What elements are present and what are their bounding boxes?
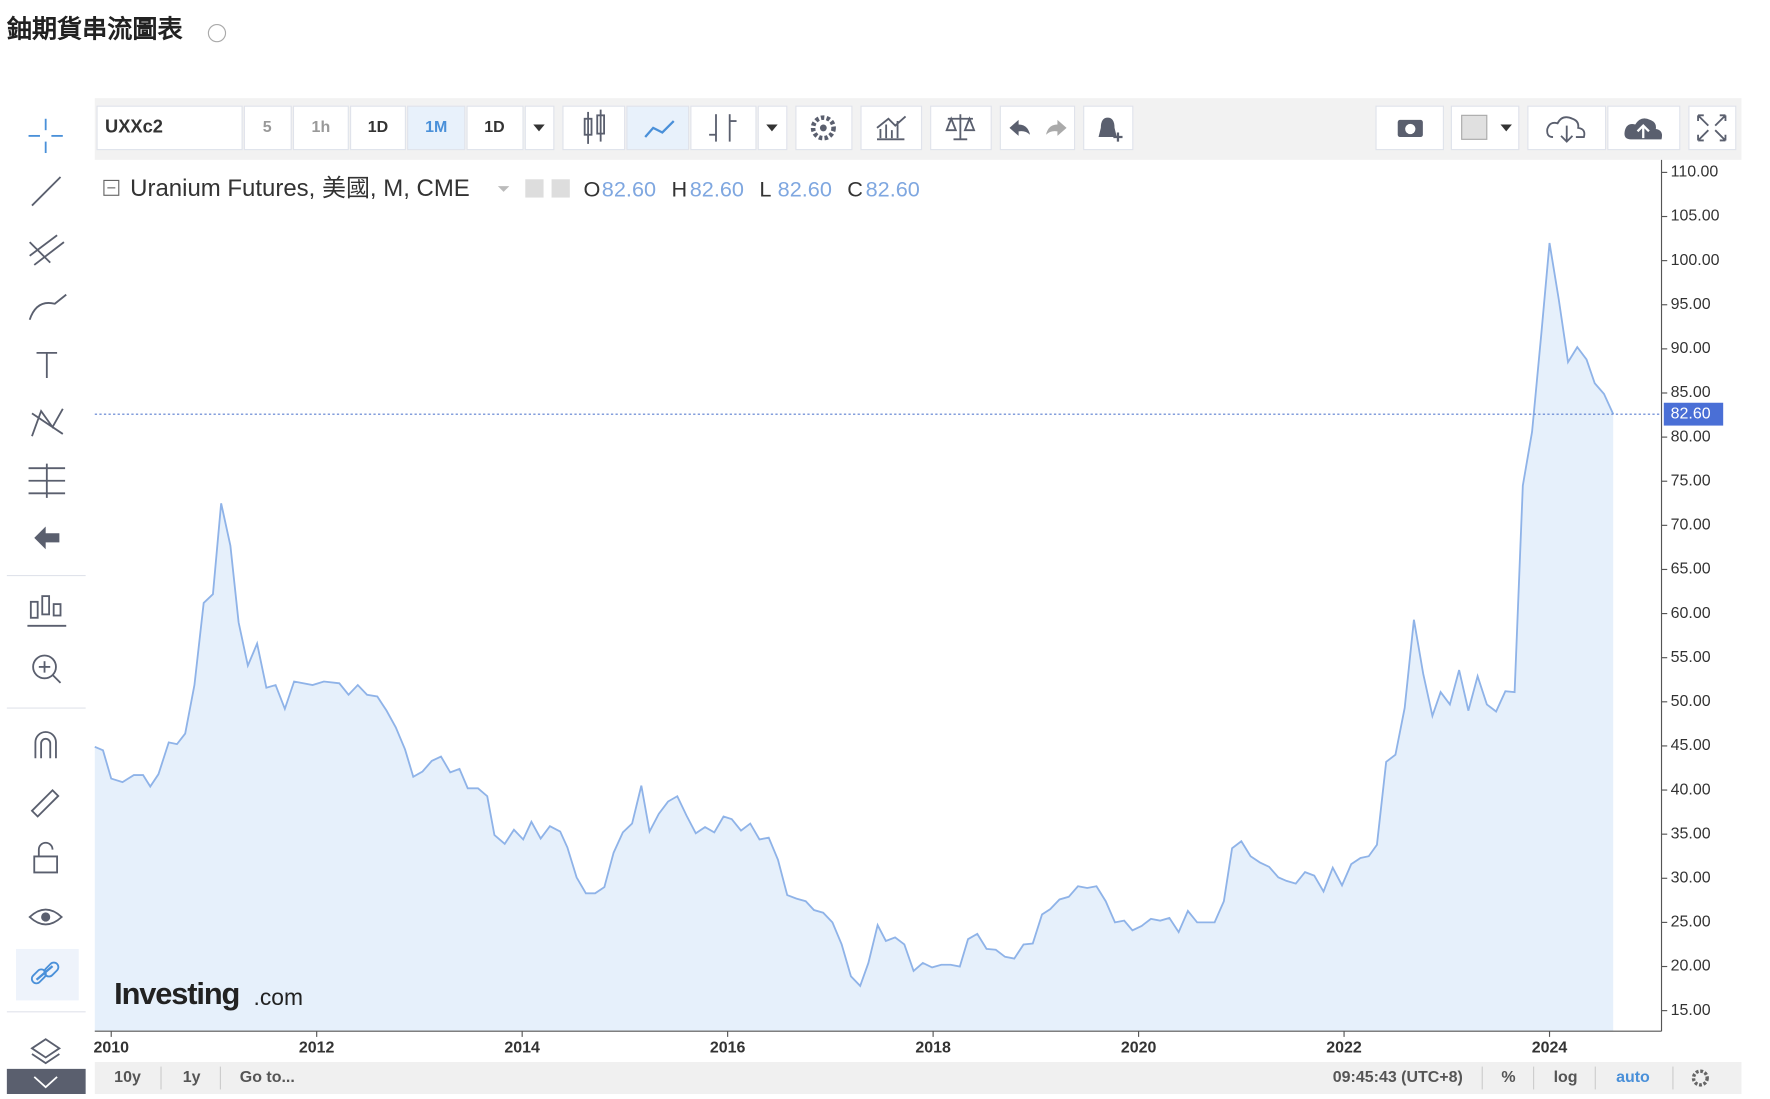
ohlc-name: O (584, 176, 601, 201)
interval-label: 5 (263, 119, 272, 136)
y-tick-label: 20.00 (1671, 958, 1711, 975)
auto-toggle[interactable]: auto (1616, 1069, 1650, 1086)
area (94, 242, 1614, 1032)
ohlc-value: 82.60 (778, 176, 832, 201)
interval-label: 1D (484, 119, 504, 136)
interval-label: 1M (425, 119, 447, 136)
bottom-bar (94, 1062, 1742, 1094)
interval-button[interactable] (407, 105, 466, 151)
y-tick-label: 90.00 (1671, 340, 1711, 357)
x-tick-label: 2012 (299, 1040, 335, 1057)
candles-button[interactable] (562, 105, 626, 151)
toolbar-buttons: UXXc2 5 1h 1D 1M 1D (96, 105, 1737, 151)
interval-button[interactable] (350, 105, 406, 151)
y-tick-label: 40.00 (1671, 781, 1711, 798)
interval-label: 1D (368, 119, 388, 136)
price-line (94, 242, 1615, 988)
ohlc-name: L (759, 176, 771, 201)
info-icon[interactable] (207, 23, 227, 43)
goto-button[interactable]: Go to... (240, 1069, 295, 1086)
x-tick-label: 2010 (93, 1040, 129, 1057)
range-button[interactable]: 10y (114, 1069, 141, 1086)
y-tick-label: 80.00 (1671, 428, 1711, 445)
ohlc-value: 82.60 (602, 176, 656, 201)
left-toolbar (6, 118, 86, 1094)
link-button[interactable] (15, 948, 79, 1001)
y-tick-label: 65.00 (1671, 561, 1711, 578)
x-tick-label: 2014 (504, 1040, 540, 1057)
interval-button[interactable] (466, 105, 524, 151)
y-tick-label: 70.00 (1671, 517, 1711, 534)
y-tick-label: 60.00 (1671, 605, 1711, 622)
y-tick-label: 35.00 (1671, 825, 1711, 842)
x-tick-label: 2016 (710, 1040, 746, 1057)
y-tick-label: 25.00 (1671, 914, 1711, 931)
logo-suffix: .com (254, 984, 303, 1010)
y-tick-label: 75.00 (1671, 472, 1711, 489)
y-tick-label: 50.00 (1671, 693, 1711, 710)
legend-text: Uranium Futures, 美國, M, CME (130, 175, 470, 202)
ohlc-name: H (671, 176, 687, 201)
ohlc-value: 82.60 (690, 176, 744, 201)
interval-button[interactable] (292, 105, 349, 151)
percent-toggle[interactable]: % (1501, 1069, 1515, 1086)
x-tick-label: 2020 (1121, 1040, 1157, 1057)
symbol-box[interactable] (96, 105, 243, 151)
y-tick-label: 105.00 (1671, 208, 1720, 225)
settings-icon[interactable] (1691, 1069, 1709, 1087)
x-tick-label: 2018 (915, 1040, 951, 1057)
legend-icon[interactable] (525, 179, 544, 198)
ohlc-name: C (847, 176, 863, 201)
back-arrow[interactable] (34, 526, 60, 550)
page-title: 鈾期貨串流圖表 (7, 14, 184, 43)
y-tick-label: 95.00 (1671, 296, 1711, 313)
x-tick-label: 2022 (1326, 1040, 1362, 1057)
clock: 09:45:43 (UTC+8) (1333, 1069, 1463, 1086)
plot (94, 242, 1615, 1032)
x-tick-label: 2024 (1532, 1040, 1568, 1057)
y-tick-label: 110.00 (1671, 164, 1719, 181)
y-tick-label: 85.00 (1671, 384, 1711, 401)
y-tick-label: 15.00 (1671, 1002, 1711, 1019)
y-tick-label: 100.00 (1671, 252, 1720, 269)
y-tick-label: 45.00 (1671, 737, 1711, 754)
log-toggle[interactable]: log (1554, 1069, 1578, 1086)
ohlc-value: 82.60 (866, 176, 920, 201)
interval-label: 1h (312, 119, 331, 136)
line-button[interactable] (626, 105, 690, 151)
bars-button[interactable] (690, 105, 757, 151)
y-tick-label: 30.00 (1671, 870, 1711, 887)
y-tick-label: 55.00 (1671, 649, 1711, 666)
ohlc: O 82.60 H 82.60 L 82.60 C 82.60 (584, 176, 920, 201)
last-price-box (1663, 402, 1724, 426)
interval-button[interactable] (243, 105, 292, 151)
fullscreen-button[interactable] (1688, 105, 1737, 151)
collapse-button[interactable] (6, 1068, 86, 1094)
symbol: UXXc2 (105, 116, 163, 137)
logo-brand: Investing (114, 976, 239, 1011)
indicators-button[interactable] (860, 105, 923, 151)
last-price-label: 82.60 (1671, 405, 1711, 422)
range-button[interactable]: 1y (183, 1069, 201, 1086)
legend-icon[interactable] (551, 179, 570, 198)
